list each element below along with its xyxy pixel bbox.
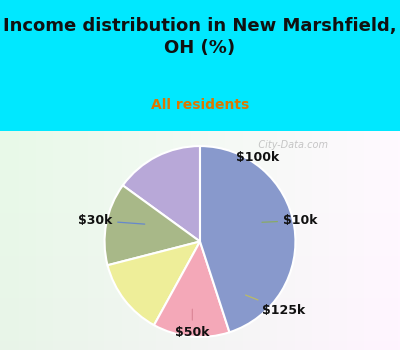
Text: All residents: All residents bbox=[151, 98, 249, 112]
Wedge shape bbox=[123, 146, 200, 241]
Wedge shape bbox=[200, 146, 296, 332]
Text: Income distribution in New Marshfield,
OH (%): Income distribution in New Marshfield, O… bbox=[3, 17, 397, 57]
Wedge shape bbox=[104, 186, 200, 265]
Wedge shape bbox=[108, 241, 200, 325]
Text: $10k: $10k bbox=[262, 214, 318, 227]
Text: $50k: $50k bbox=[175, 309, 210, 339]
Text: $100k: $100k bbox=[224, 151, 279, 175]
Text: $30k: $30k bbox=[78, 214, 145, 227]
Text: City-Data.com: City-Data.com bbox=[249, 140, 328, 150]
Wedge shape bbox=[154, 241, 230, 337]
Text: $125k: $125k bbox=[246, 295, 306, 317]
